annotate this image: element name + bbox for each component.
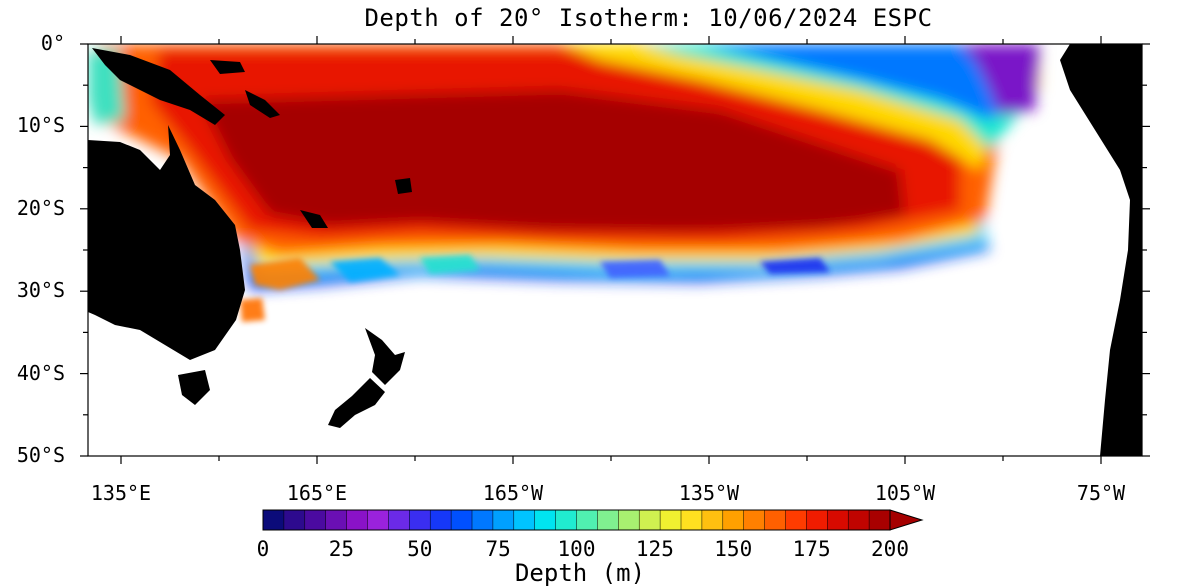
land [88, 44, 1142, 456]
colorbar-tick-label: 200 [871, 537, 909, 561]
lon-label: 135°E [90, 481, 152, 505]
lat-label: 20°S [16, 195, 65, 220]
colorbar-tick-label: 50 [407, 537, 433, 561]
tick-marks [80, 36, 1150, 464]
colorbar-tick-label: 25 [328, 537, 355, 561]
lat-label: 10°S [16, 113, 65, 138]
lon-label: 165°E [286, 481, 348, 505]
map-title: Depth of 20° Isotherm: 10/06/2024 ESPC [364, 4, 933, 32]
lon-label: 105°W [874, 481, 936, 505]
lon-label: 75°W [1076, 481, 1126, 505]
colorbar-tick-label: 75 [485, 537, 511, 561]
colorbar-tick-label: 100 [557, 537, 596, 561]
lat-label: 40°S [16, 360, 65, 385]
depth-field [88, 44, 1040, 290]
colorbar-title: Depth (m) [514, 559, 646, 587]
colorbar-tick-label: 0 [256, 537, 270, 561]
lon-label: 165°W [482, 481, 544, 505]
lat-label: 30°S [16, 278, 65, 303]
colorbar-tick-label: 125 [635, 537, 674, 561]
lat-label: 0° [40, 31, 65, 55]
lat-label: 50°S [16, 443, 65, 467]
colorbar-tick-label: 150 [714, 537, 753, 561]
lon-label: 135°W [678, 481, 740, 505]
colorbar-tick-label: 175 [792, 537, 831, 561]
